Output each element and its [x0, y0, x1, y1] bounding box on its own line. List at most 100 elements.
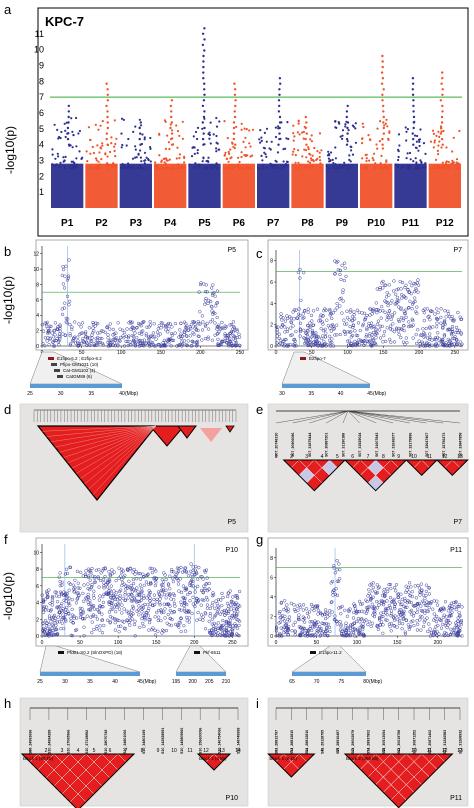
panel-f-point — [177, 589, 181, 593]
panel-a-peak-point — [106, 99, 110, 102]
panel-a-point — [240, 151, 243, 154]
panel-g-point — [409, 585, 413, 589]
panel-a-peak-point — [67, 115, 70, 119]
panel-g-point — [457, 602, 461, 607]
panel-a-peak-point — [440, 115, 444, 119]
panel-g-point — [396, 595, 400, 600]
panel-f-point — [236, 603, 240, 607]
panel-a-point — [361, 157, 364, 160]
panel-f-point — [200, 575, 204, 579]
panel-b-point — [93, 324, 97, 328]
panel-g-point — [454, 607, 458, 612]
panel-f-point — [59, 627, 63, 631]
panel-f-point — [219, 625, 223, 630]
panel-c-point — [348, 324, 352, 329]
panel-g-point — [405, 601, 410, 605]
panel-b-point — [66, 274, 71, 278]
panel-f-point — [205, 576, 209, 580]
panel-d-grid-line — [84, 425, 157, 485]
panel-a-point — [305, 149, 308, 152]
panel-a-point — [190, 155, 194, 158]
panel-g-point — [348, 634, 353, 638]
panel-g-point — [407, 627, 411, 631]
panel-f-point — [135, 593, 139, 597]
panel-f-point — [221, 618, 225, 623]
panel-b-point — [179, 332, 183, 336]
panel-c-point — [331, 311, 335, 315]
panel-g-point — [375, 624, 379, 628]
panel-a-point — [374, 162, 377, 165]
panel-g-point — [442, 613, 446, 617]
panel-c-point — [343, 322, 347, 326]
panel-f-point — [74, 601, 79, 605]
panel-f-point — [67, 588, 71, 592]
panel-b-point — [197, 290, 201, 294]
panel-c-point — [278, 341, 282, 346]
panel-a-point — [93, 167, 96, 170]
panel-d-grid-line — [50, 425, 157, 443]
panel-b-point — [180, 344, 184, 348]
panel-f-point — [78, 606, 82, 611]
panel-g-point — [293, 620, 297, 624]
panel-g-point — [320, 631, 324, 635]
panel-a-peak-point — [345, 110, 349, 113]
panel-e-snp-label: S07_20748130 — [275, 433, 279, 457]
panel-b-point — [106, 344, 111, 348]
panel-c-point — [345, 322, 349, 326]
panel-a-ytick-label: 8 — [39, 76, 44, 86]
panel-a-point — [451, 162, 454, 165]
panel-g-point — [310, 619, 314, 624]
panel-b-ytick-label: 6 — [36, 298, 39, 304]
panel-c-point — [298, 329, 303, 334]
panel-a-point — [376, 147, 379, 150]
panel-a-point — [287, 137, 290, 141]
panel-f-point — [189, 562, 193, 566]
panel-a-point — [59, 164, 62, 167]
panel-f-point — [101, 577, 106, 582]
panel-g-point — [405, 605, 409, 609]
panel-c-point — [399, 327, 403, 331]
panel-b-point — [133, 331, 137, 335]
panel-g-ytick-label: 2 — [270, 614, 273, 620]
panel-f-point — [183, 596, 187, 600]
panel-f-point — [47, 630, 52, 634]
panel-a-point — [215, 162, 218, 165]
panel-g-zoom-tick-label: 75 — [339, 679, 345, 685]
panel-c-point — [435, 335, 440, 340]
panel-g-point — [389, 586, 393, 591]
panel-a-ytick-label: 4 — [39, 140, 44, 150]
panel-c-point — [410, 307, 414, 311]
panel-c-point — [279, 315, 283, 319]
panel-c-point — [345, 309, 349, 313]
panel-c-point — [348, 343, 353, 348]
panel-a-ytick-label: 2 — [39, 171, 44, 181]
panel-c-point — [449, 333, 454, 337]
panel-f-point — [66, 601, 71, 606]
panel-c-point — [459, 317, 463, 321]
panel-f-point — [83, 574, 88, 579]
panel-a-peak-point — [346, 132, 349, 135]
panel-a-peak-point — [170, 99, 174, 102]
panel-c-point — [408, 299, 412, 303]
panel-c-point — [450, 327, 454, 332]
panel-e-snp-connector — [347, 410, 427, 424]
panel-f-point — [141, 613, 145, 617]
panel-a-point — [421, 165, 424, 169]
panel-b-point — [161, 324, 166, 328]
panel-a-point — [398, 144, 401, 147]
panel-c-point — [292, 344, 297, 348]
panel-d-grid-line — [63, 425, 157, 458]
panel-a-point — [99, 166, 102, 169]
panel-g-point — [427, 592, 432, 596]
panel-a-point — [408, 164, 412, 167]
panel-f-zoom-tick-label: 45 — [137, 679, 143, 685]
panel-g-point — [325, 625, 329, 630]
panel-f-point — [60, 602, 64, 606]
panel-b-point — [220, 320, 224, 325]
panel-c-point — [414, 332, 418, 337]
panel-c-point — [399, 335, 403, 340]
panel-b-point — [63, 274, 67, 278]
panel-g-point — [458, 613, 462, 618]
panel-a-point — [141, 167, 144, 170]
